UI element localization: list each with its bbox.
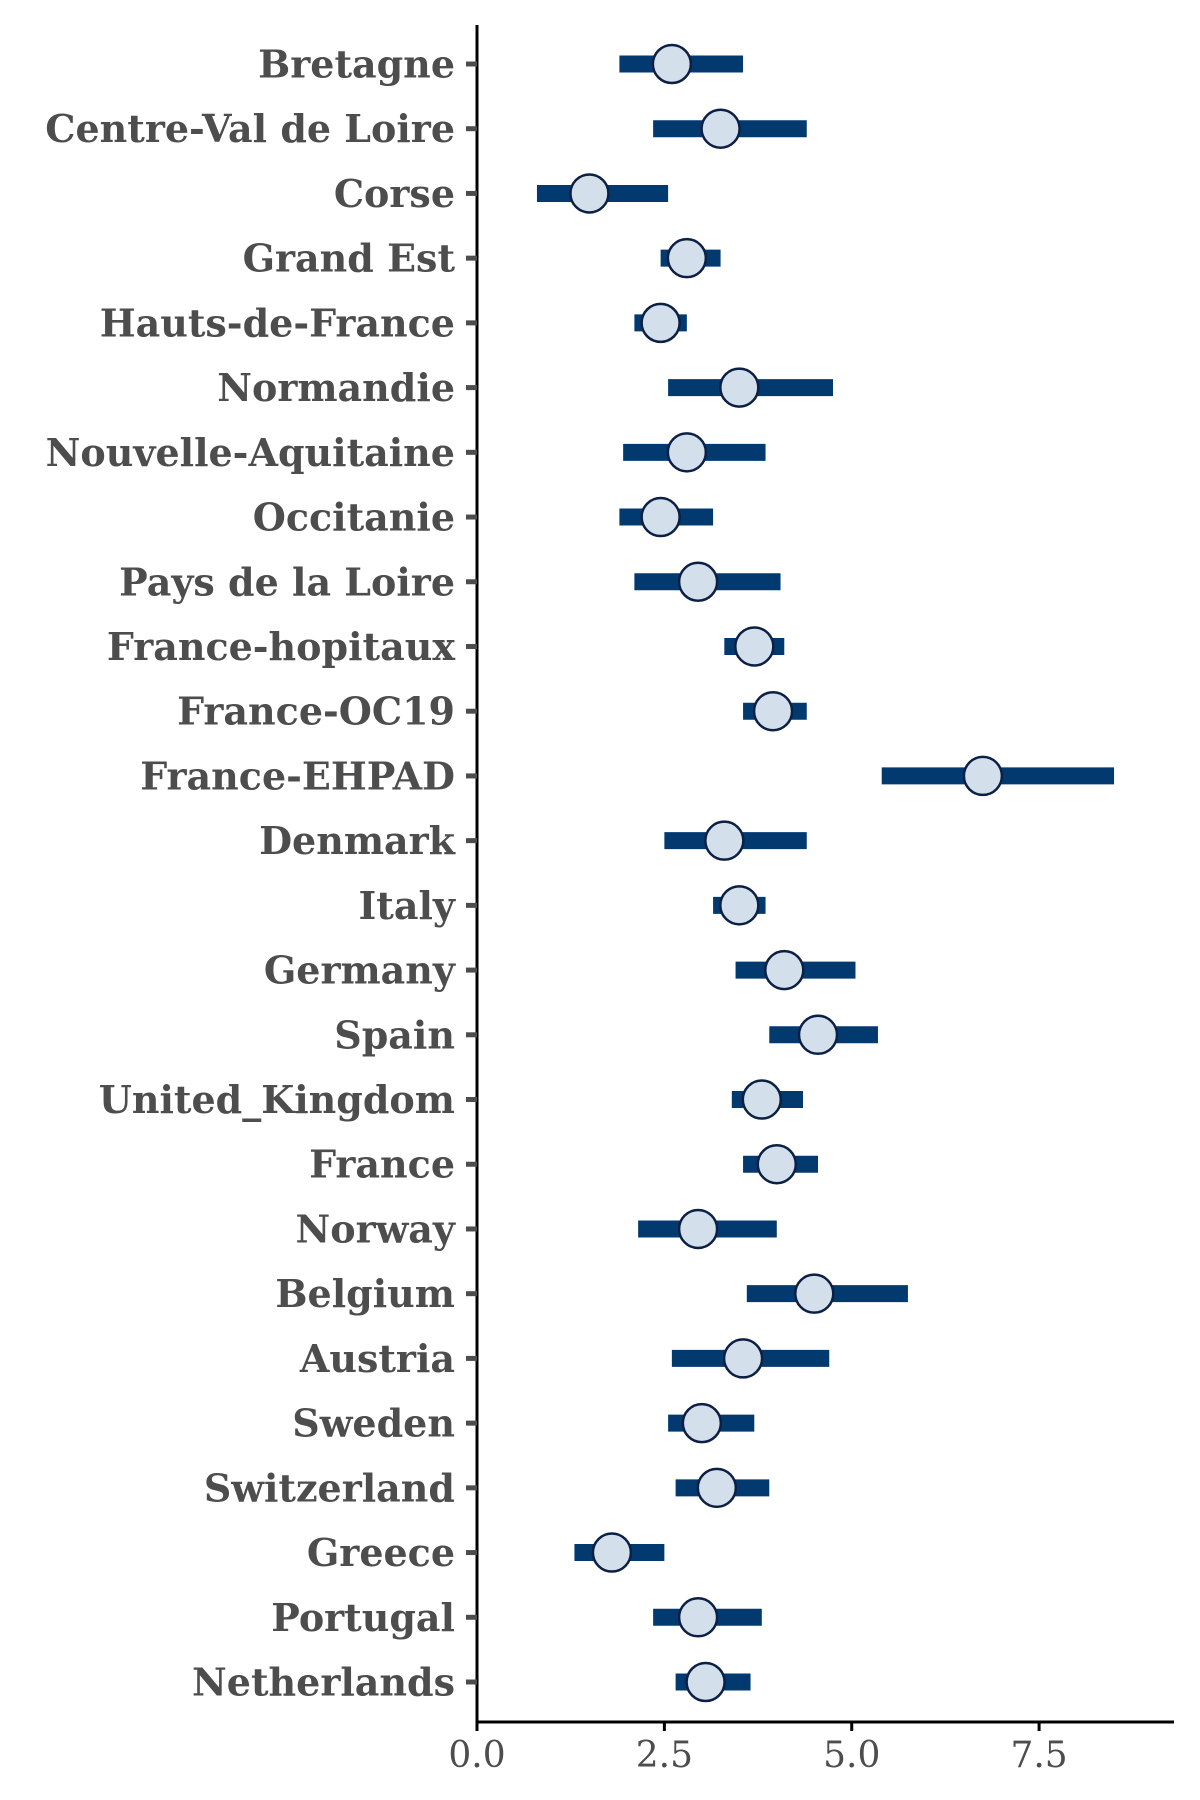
point-estimate xyxy=(677,561,719,603)
category-label: Corse xyxy=(334,171,455,216)
category-label: Hauts-de-France xyxy=(100,300,455,345)
category-label: France xyxy=(309,1142,455,1187)
category-label: Germany xyxy=(264,948,456,993)
point-estimate xyxy=(677,1597,719,1638)
category-label: Portugal xyxy=(271,1595,455,1640)
category-label: France-EHPAD xyxy=(140,753,455,798)
category-label: Occitanie xyxy=(253,495,455,540)
point-estimate xyxy=(764,949,805,991)
point-estimate xyxy=(700,108,741,149)
point-estimate xyxy=(719,885,760,926)
category-label: Belgium xyxy=(275,1271,455,1316)
point-estimate xyxy=(797,1014,839,1056)
x-tick-label: 2.5 xyxy=(636,1735,693,1776)
category-label: Sweden xyxy=(292,1401,455,1446)
category-label: France-hopitaux xyxy=(107,624,455,669)
point-estimate xyxy=(591,1532,633,1573)
category-label: Normandie xyxy=(217,365,455,410)
point-estimate xyxy=(794,1273,835,1314)
point-estimate xyxy=(741,1079,783,1120)
axes xyxy=(466,25,1174,1731)
category-label: Denmark xyxy=(259,818,456,863)
category-label: Norway xyxy=(295,1206,455,1251)
category-label: Bretagne xyxy=(258,42,455,87)
point-estimate xyxy=(696,1467,738,1509)
point-estimate xyxy=(962,755,1004,797)
point-estimate xyxy=(719,367,760,408)
point-estimate xyxy=(685,1661,726,1703)
point-estimate xyxy=(666,237,708,279)
point-estimate xyxy=(569,173,610,214)
category-label: Netherlands xyxy=(192,1660,455,1705)
category-label: Nouvelle-Aquitaine xyxy=(46,430,455,475)
category-label: Centre-Val de Loire xyxy=(45,106,455,151)
point-estimate xyxy=(756,1143,798,1185)
point-estimate xyxy=(704,820,745,861)
x-tick-label: 0.0 xyxy=(448,1735,505,1776)
category-label: Pays de la Loire xyxy=(119,559,455,604)
category-label: France-OC19 xyxy=(177,689,455,734)
x-tick-label: 7.5 xyxy=(1010,1735,1067,1776)
data-marks xyxy=(536,43,1115,1703)
category-label: Switzerland xyxy=(204,1465,455,1510)
point-estimate xyxy=(734,626,775,667)
category-label: Austria xyxy=(299,1336,455,1381)
point-estimate xyxy=(752,690,794,732)
category-label: Italy xyxy=(359,883,456,928)
category-label: Greece xyxy=(307,1530,455,1575)
point-estimate xyxy=(640,302,681,344)
x-tick-label: 5.0 xyxy=(823,1735,880,1776)
category-label: Grand Est xyxy=(243,236,456,281)
point-estimate xyxy=(666,432,708,473)
point-estimate xyxy=(640,496,681,538)
point-estimate xyxy=(651,43,693,85)
point-estimate xyxy=(677,1208,719,1250)
category-label: Spain xyxy=(334,1012,455,1057)
point-estimate xyxy=(722,1338,764,1379)
category-label: United_Kingdom xyxy=(99,1077,455,1122)
point-estimate xyxy=(681,1402,723,1444)
labels: 0.0 2.5 5.0 7.5 Bretagne Centre-Val de Loire C… xyxy=(45,42,1067,1777)
